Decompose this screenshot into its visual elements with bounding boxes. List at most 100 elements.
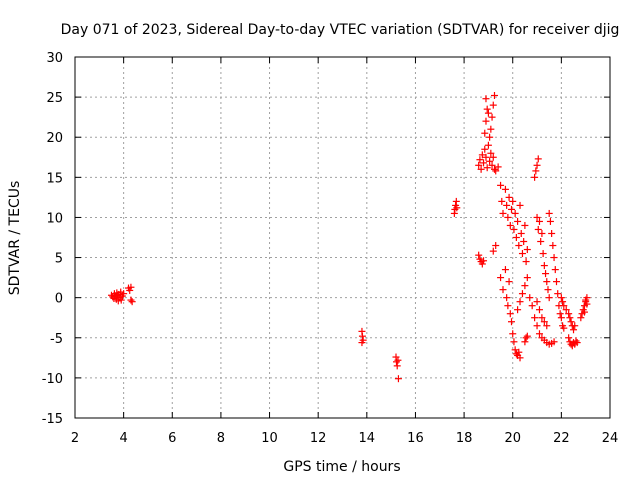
data-point xyxy=(521,338,529,346)
x-tick-label: 8 xyxy=(217,431,225,446)
x-tick-label: 4 xyxy=(119,431,127,446)
data-point xyxy=(528,302,536,310)
x-tick-label: 6 xyxy=(168,431,176,446)
data-point xyxy=(510,225,518,233)
data-point xyxy=(560,302,568,310)
data-point xyxy=(553,278,560,286)
data-point xyxy=(577,314,585,322)
data-point xyxy=(506,221,514,229)
data-point xyxy=(548,229,556,237)
data-point xyxy=(476,156,484,164)
data-point xyxy=(127,283,135,291)
data-point xyxy=(565,334,573,342)
data-point xyxy=(544,286,552,294)
data-point xyxy=(480,159,488,167)
x-tick-label: 2 xyxy=(71,431,79,446)
data-point xyxy=(492,242,500,250)
data-point xyxy=(482,153,490,161)
data-point xyxy=(550,254,558,262)
data-point xyxy=(483,164,491,172)
data-point xyxy=(481,145,489,153)
data-point xyxy=(573,339,581,347)
data-point xyxy=(545,209,553,217)
data-point xyxy=(546,217,554,225)
data-point xyxy=(482,95,490,103)
x-tick-label: 24 xyxy=(602,431,619,446)
data-point xyxy=(518,290,526,298)
data-point xyxy=(490,92,498,100)
y-tick-label: 0 xyxy=(55,292,63,307)
data-point xyxy=(358,332,366,340)
data-point xyxy=(506,310,514,318)
y-axis-label: SDTVAR / TECUs xyxy=(7,181,23,296)
data-point xyxy=(545,294,553,302)
data-point xyxy=(510,338,518,346)
data-point xyxy=(533,213,541,221)
data-point xyxy=(543,322,551,330)
data-point xyxy=(501,266,509,274)
x-tick-label: 10 xyxy=(261,431,278,446)
data-point xyxy=(486,133,494,141)
data-point xyxy=(499,286,507,294)
data-point xyxy=(535,217,543,225)
data-point xyxy=(540,262,548,270)
data-point xyxy=(516,298,524,306)
data-point xyxy=(509,197,517,205)
data-point xyxy=(570,326,578,334)
data-point xyxy=(522,258,530,266)
data-point xyxy=(475,251,483,259)
data-point xyxy=(540,318,548,326)
data-point xyxy=(501,185,509,193)
data-point xyxy=(484,141,492,149)
data-point xyxy=(499,209,507,217)
data-point xyxy=(535,306,543,314)
x-tick-label: 16 xyxy=(407,431,424,446)
data-point xyxy=(533,298,541,306)
data-point xyxy=(127,296,135,304)
data-point xyxy=(557,294,565,302)
data-point xyxy=(481,129,489,137)
data-point xyxy=(517,229,525,237)
data-point xyxy=(560,324,568,332)
data-point xyxy=(539,250,547,258)
data-point xyxy=(534,225,542,233)
data-point xyxy=(477,165,485,173)
data-point xyxy=(489,247,497,255)
y-tick-label: 30 xyxy=(46,51,63,66)
data-point xyxy=(583,300,591,308)
data-point xyxy=(486,157,494,165)
data-point xyxy=(562,306,570,314)
data-point xyxy=(557,314,565,322)
data-point xyxy=(497,181,505,189)
data-point xyxy=(483,105,491,113)
data-point xyxy=(522,334,530,342)
data-point xyxy=(523,332,531,340)
x-tick-label: 14 xyxy=(359,431,376,446)
grid xyxy=(75,57,610,418)
data-point xyxy=(126,286,134,294)
data-point xyxy=(452,197,460,205)
data-point xyxy=(534,155,542,163)
y-tick-label: 20 xyxy=(46,131,63,146)
data-point xyxy=(392,358,400,366)
data-point xyxy=(505,193,513,201)
y-tick-label: -5 xyxy=(50,332,63,347)
y-tick-label: -10 xyxy=(42,372,63,387)
data-point xyxy=(567,318,575,326)
data-point xyxy=(551,266,559,274)
data-point xyxy=(489,101,497,109)
data-point xyxy=(480,257,488,265)
data-point xyxy=(511,346,519,354)
data-point xyxy=(484,109,492,117)
data-point xyxy=(503,201,511,209)
data-point xyxy=(516,354,524,362)
data-point xyxy=(520,238,528,246)
data-point xyxy=(518,250,526,258)
data-point xyxy=(488,113,496,121)
data-point xyxy=(489,153,497,161)
x-axis-label: GPS time / hours xyxy=(283,459,400,475)
data-point xyxy=(488,161,496,169)
y-tick-label: 25 xyxy=(46,91,63,106)
